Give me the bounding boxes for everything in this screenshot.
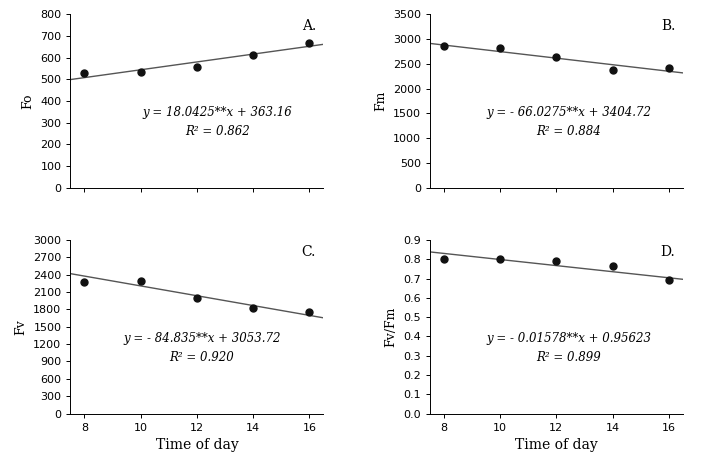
X-axis label: Time of day: Time of day — [156, 438, 239, 452]
Text: A.: A. — [301, 19, 316, 33]
Y-axis label: Fo: Fo — [22, 93, 34, 109]
Y-axis label: Fv/Fm: Fv/Fm — [384, 306, 398, 347]
Text: B.: B. — [661, 19, 675, 33]
X-axis label: Time of day: Time of day — [515, 438, 598, 452]
Y-axis label: Fm: Fm — [374, 91, 387, 111]
Text: y = 18.0425**x + 363.16
R² = 0.862: y = 18.0425**x + 363.16 R² = 0.862 — [142, 106, 292, 138]
Text: D.: D. — [660, 245, 675, 259]
Text: y = - 66.0275**x + 3404.72
R² = 0.884: y = - 66.0275**x + 3404.72 R² = 0.884 — [486, 106, 651, 138]
Text: y = - 84.835**x + 3053.72
R² = 0.920: y = - 84.835**x + 3053.72 R² = 0.920 — [123, 332, 281, 364]
Text: C.: C. — [301, 245, 316, 259]
Y-axis label: Fv: Fv — [15, 319, 27, 335]
Text: y = - 0.01578**x + 0.95623
R² = 0.899: y = - 0.01578**x + 0.95623 R² = 0.899 — [486, 332, 651, 364]
